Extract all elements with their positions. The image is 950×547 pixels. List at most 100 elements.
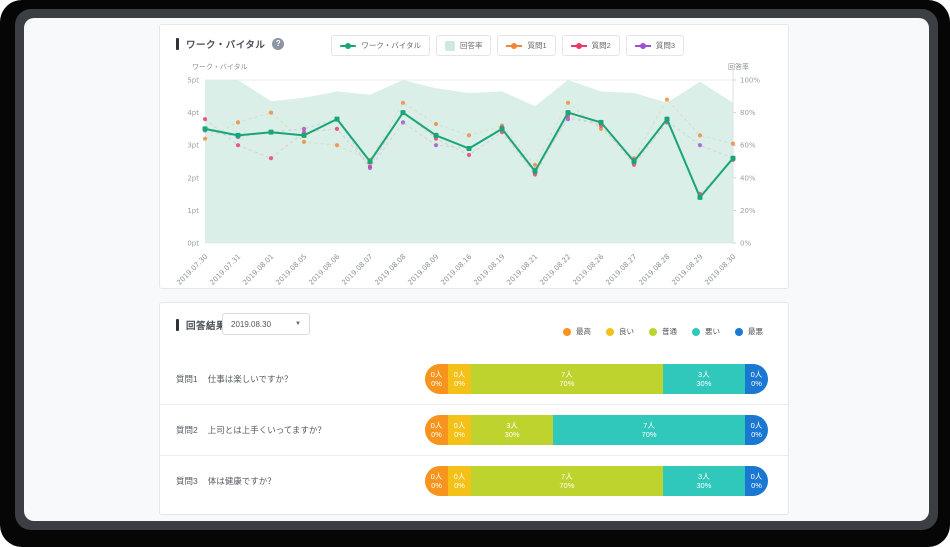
question-text: 体は健康ですか？ — [207, 476, 276, 486]
segment-count: 7人 — [643, 421, 655, 430]
bar-segment-最高: 0人 0% — [425, 466, 448, 496]
segment-count: 0人 — [430, 472, 443, 481]
bar-segment-最高: 0人 0% — [425, 364, 448, 394]
svg-text:20%: 20% — [740, 207, 756, 215]
x-axis-labels: 2019.07.302019.07.312019.08.012019.08.05… — [175, 252, 737, 286]
legend-item-1[interactable]: 回答率 — [435, 35, 492, 56]
rating-dot-icon — [735, 327, 743, 336]
svg-text:2019.08.09: 2019.08.09 — [406, 253, 440, 287]
date-select-value: 2019.08.30 — [231, 319, 272, 329]
dashboard-page: ワーク・バイタル ? ワーク・バイタル 回答率 質問1 質問2 質問3 5pt 100% 4… — [24, 18, 929, 521]
bar-segment-悪い: 7人 70% — [553, 415, 745, 445]
stacked-bar: 0人 0% 0人 0% 7人 70% 3人 30% 0人 0% — [425, 364, 768, 394]
svg-text:2019.08.21: 2019.08.21 — [505, 253, 539, 287]
segment-percent: 0% — [751, 481, 762, 490]
bar-segment-良い: 0人 0% — [448, 415, 471, 445]
segment-count: 0人 — [453, 370, 466, 379]
date-select-dropdown[interactable]: 2019.08.30 ▼ — [222, 313, 310, 335]
segment-count: 3人 — [506, 421, 518, 430]
segment-percent: 30% — [504, 430, 520, 439]
right-axis-title: 回答率 — [728, 62, 749, 71]
question-number: 質問2 — [176, 425, 198, 435]
svg-text:4pt: 4pt — [187, 109, 199, 117]
help-icon[interactable]: ? — [272, 38, 285, 50]
legend-item-0[interactable]: ワーク・バイタル — [331, 35, 430, 56]
bar-segment-最悪: 0人 0% — [744, 364, 768, 394]
bar-segment-最悪: 0人 0% — [744, 415, 768, 445]
question-row-2: 質問2 上司とは上手くいってますか？ 0人 0% 0人 0% 3人 30% 7人 70% 0人 0% — [160, 405, 788, 455]
rating-dot-icon — [692, 327, 700, 336]
stacked-bar: 0人 0% 0人 0% 7人 70% 3人 30% 0人 0% — [425, 466, 768, 496]
row-separator — [160, 404, 788, 405]
svg-text:2019.08.28: 2019.08.28 — [637, 253, 671, 287]
segment-count: 3人 — [698, 370, 710, 379]
bar-segment-悪い: 3人 30% — [662, 364, 745, 394]
svg-text:2019.08.01: 2019.08.01 — [241, 253, 275, 287]
segment-count: 0人 — [430, 421, 443, 430]
svg-text:5pt: 5pt — [187, 77, 199, 85]
segment-percent: 30% — [696, 481, 712, 490]
work-vital-section-title: ワーク・バイタル ? — [176, 37, 285, 51]
rating-legend: 最高 良い 普通 悪い 最悪 — [563, 326, 763, 337]
answer-results-card: 回答結果 2019.08.30 ▼ 最高 良い 普通 悪い 最悪 質問1 仕事は楽しいです… — [159, 302, 789, 515]
question-number: 質問1 — [176, 374, 198, 384]
segment-count: 0人 — [750, 370, 763, 379]
svg-text:0pt: 0pt — [187, 240, 199, 248]
svg-text:2019.08.26: 2019.08.26 — [571, 252, 605, 286]
svg-text:2019.08.30: 2019.08.30 — [703, 253, 737, 287]
question-text: 上司とは上手くいってますか？ — [207, 425, 326, 435]
rating-dot-icon — [563, 327, 571, 336]
svg-text:100%: 100% — [740, 77, 760, 85]
stacked-bar: 0人 0% 0人 0% 3人 30% 7人 70% 0人 0% — [425, 415, 768, 445]
bar-segment-良い: 0人 0% — [448, 466, 471, 496]
segment-percent: 0% — [751, 430, 762, 439]
bar-segment-普通: 7人 70% — [471, 364, 663, 394]
left-axis-title: ワーク・バイタル — [192, 62, 248, 71]
title-accent-bar — [176, 38, 179, 50]
legend-label: 回答率 — [459, 41, 483, 50]
rating-legend-item-1: 良い — [606, 326, 634, 337]
svg-text:2019.08.19: 2019.08.19 — [472, 253, 506, 287]
segment-percent: 0% — [751, 379, 762, 388]
segment-percent: 0% — [454, 379, 465, 388]
chevron-down-icon: ▼ — [295, 321, 301, 327]
rating-legend-label: 良い — [619, 327, 634, 336]
rating-legend-label: 最悪 — [748, 327, 763, 336]
svg-text:0%: 0% — [740, 240, 751, 248]
segment-count: 3人 — [698, 472, 710, 481]
bar-segment-最悪: 0人 0% — [744, 466, 768, 496]
segment-percent: 70% — [559, 379, 575, 388]
question-text: 仕事は楽しいですか？ — [207, 374, 293, 384]
row-separator — [160, 455, 788, 456]
work-vital-card: ワーク・バイタル ? ワーク・バイタル 回答率 質問1 質問2 質問3 5pt 100% 4… — [159, 24, 789, 289]
segment-count: 0人 — [750, 472, 763, 481]
svg-text:2pt: 2pt — [187, 174, 199, 182]
legend-item-3[interactable]: 質問2 — [561, 35, 620, 56]
rating-legend-label: 最高 — [576, 327, 591, 336]
title-accent-bar — [176, 319, 179, 331]
legend-swatch-icon — [340, 42, 357, 49]
svg-text:60%: 60% — [740, 142, 756, 150]
answer-results-section-title: 回答結果 — [176, 318, 226, 332]
legend-item-2[interactable]: 質問1 — [497, 35, 556, 56]
question-row-3: 質問3 体は健康ですか？ 0人 0% 0人 0% 7人 70% 3人 30% 0人 0% — [160, 456, 788, 506]
segment-count: 0人 — [750, 421, 763, 430]
legend-label: 質問1 — [527, 41, 547, 50]
legend-swatch-icon — [634, 42, 651, 49]
segment-count: 0人 — [453, 421, 466, 430]
question-label: 質問2 上司とは上手くいってますか？ — [176, 424, 326, 436]
svg-text:2019.08.06: 2019.08.06 — [307, 252, 341, 286]
rating-legend-item-2: 普通 — [649, 326, 677, 337]
question-row-1: 質問1 仕事は楽しいですか？ 0人 0% 0人 0% 7人 70% 3人 30% 0人 0% — [160, 354, 788, 404]
rating-legend-item-3: 悪い — [692, 326, 720, 337]
bar-segment-最高: 0人 0% — [425, 415, 448, 445]
svg-text:2019.08.07: 2019.08.07 — [340, 253, 374, 287]
svg-text:2019.08.22: 2019.08.22 — [538, 253, 572, 287]
segment-percent: 30% — [696, 379, 712, 388]
svg-text:2019.08.16: 2019.08.16 — [439, 252, 473, 286]
segment-percent: 70% — [559, 481, 575, 490]
segment-count: 0人 — [430, 370, 443, 379]
rating-dot-icon — [649, 327, 657, 336]
legend-item-4[interactable]: 質問3 — [625, 35, 684, 56]
rating-legend-item-0: 最高 — [563, 326, 591, 337]
